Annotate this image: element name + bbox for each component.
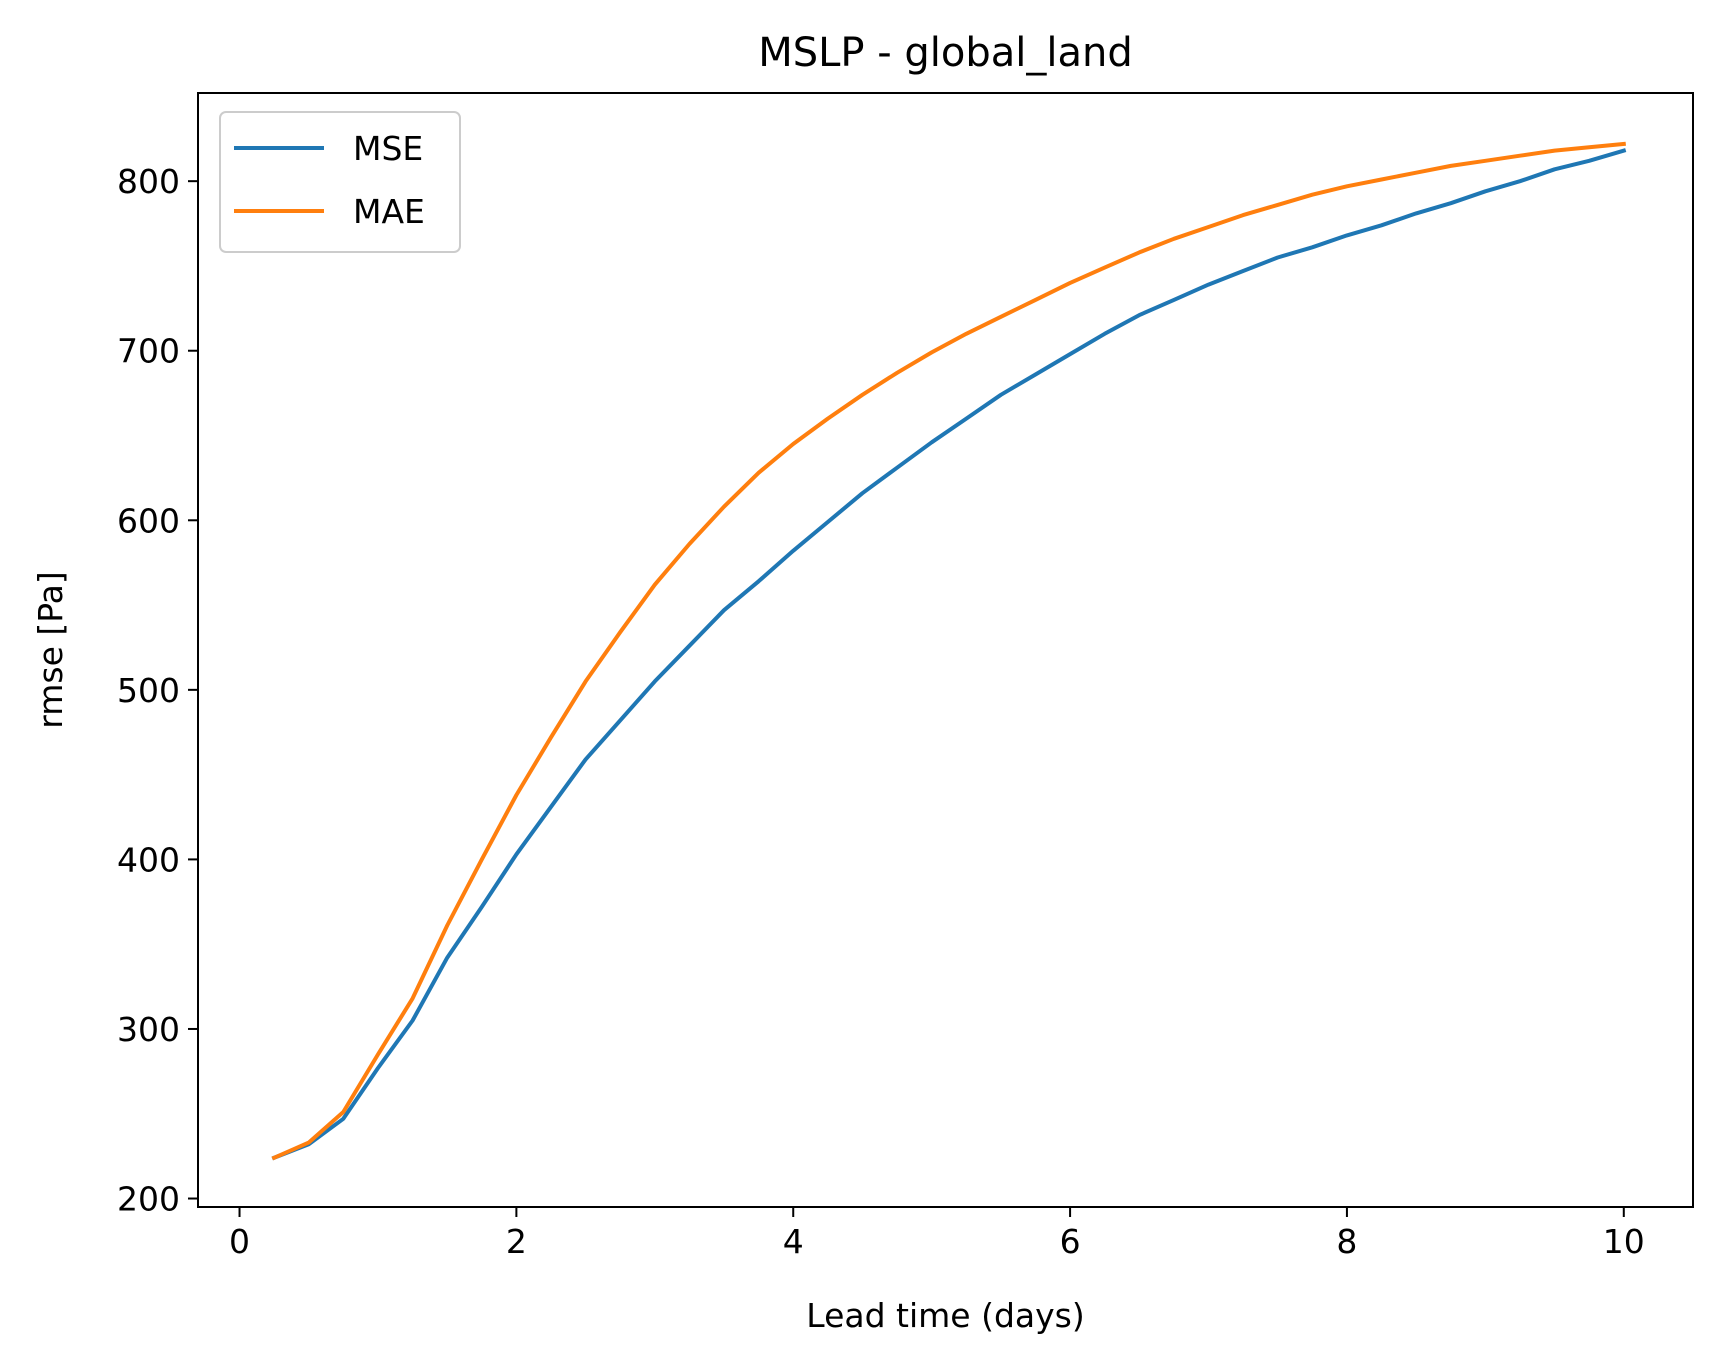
x-tick-label: 10: [1603, 1222, 1645, 1261]
x-tick-label: 2: [506, 1222, 527, 1261]
y-tick-label: 300: [117, 1010, 180, 1049]
plot-area-frame: [197, 92, 1694, 1208]
y-tick-label: 700: [117, 332, 180, 371]
series-line-mae: [271, 141, 1626, 1161]
series-line-mse: [271, 148, 1627, 1161]
x-axis-label: Lead time (days): [806, 1296, 1084, 1335]
y-tick-label: 800: [117, 162, 180, 201]
y-tick-label: 600: [117, 501, 180, 540]
series-lines: [271, 141, 1627, 1161]
axis-ticks: 0 2 4 6 8 10 200 300 400 500 600 700 800: [117, 162, 1645, 1261]
chart-title: MSLP - global_land: [758, 30, 1133, 76]
y-axis-label: rmse [Pa]: [31, 571, 70, 729]
x-tick-label: 0: [229, 1222, 250, 1261]
legend-label-mse: MSE: [353, 129, 423, 168]
legend: MSE MAE: [219, 111, 461, 253]
x-tick-label: 4: [783, 1222, 804, 1261]
y-tick-label: 400: [117, 840, 180, 879]
y-tick-label: 200: [117, 1180, 180, 1219]
x-tick-label: 6: [1060, 1222, 1081, 1261]
x-tick-label: 8: [1336, 1222, 1357, 1261]
legend-box: [219, 111, 461, 253]
y-tick-label: 500: [117, 671, 180, 710]
legend-label-mae: MAE: [353, 192, 425, 231]
